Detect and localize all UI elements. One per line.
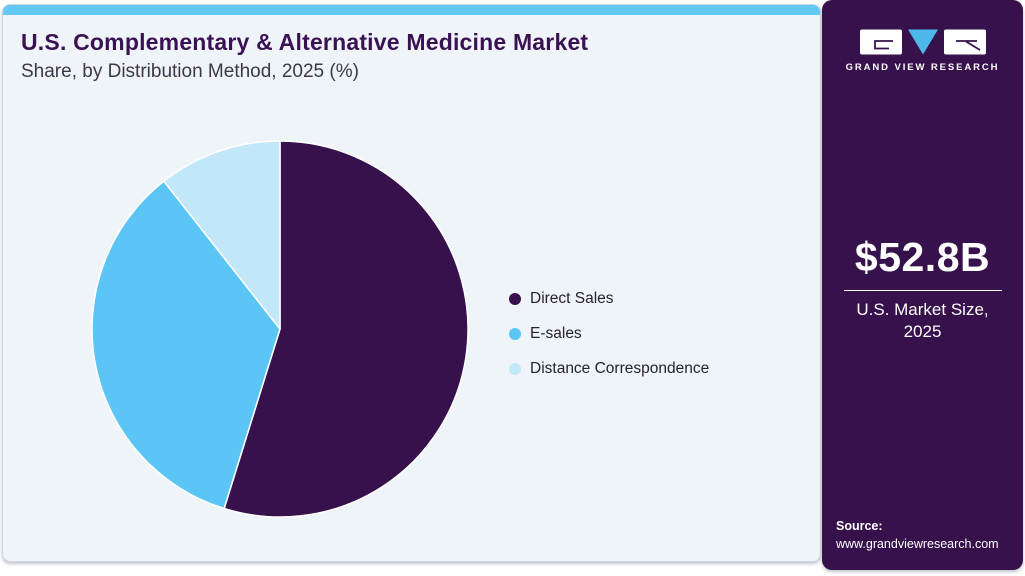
gvr-logo-icon — [859, 29, 986, 55]
chart-card: U.S. Complementary & Alternative Medicin… — [2, 4, 821, 562]
legend-label-distance-correspondence: Distance Correspondence — [530, 360, 710, 377]
market-size-block: $52.8B U.S. Market Size, 2025 — [822, 234, 1023, 344]
source-block: Source: www.grandviewresearch.com — [836, 518, 999, 553]
pie-slice-direct-sales — [223, 140, 469, 518]
legend-label-direct-sales: Direct Sales — [530, 290, 614, 307]
market-size-label: U.S. Market Size, 2025 — [856, 300, 989, 342]
legend: Direct Sales E-sales Distance Correspond… — [509, 290, 709, 378]
legend-item-direct-sales: Direct Sales — [509, 290, 709, 308]
pie-chart — [90, 139, 470, 519]
pie-slice-e-sales — [91, 180, 281, 510]
source-url: www.grandviewresearch.com — [836, 536, 999, 551]
legend-item-e-sales: E-sales — [509, 325, 709, 343]
legend-swatch-e-sales-icon — [509, 328, 521, 340]
pie-slice-distance-correspondence — [163, 140, 281, 330]
divider — [843, 290, 1002, 291]
legend-label-e-sales: E-sales — [530, 325, 582, 342]
brand-name: GRAND VIEW RESEARCH — [845, 62, 1000, 73]
accent-bar — [3, 5, 820, 15]
chart-title: U.S. Complementary & Alternative Medicin… — [21, 29, 589, 55]
sidebar: GRAND VIEW RESEARCH $52.8B U.S. Market S… — [822, 0, 1023, 570]
gvr-logo: GRAND VIEW RESEARCH — [822, 29, 1023, 73]
pie-chart-svg — [91, 140, 469, 518]
market-size-value: $52.8B — [854, 234, 991, 280]
legend-item-distance-correspondence: Distance Correspondence — [509, 360, 709, 378]
legend-swatch-direct-sales-icon — [509, 293, 521, 305]
source-label: Source: — [836, 519, 883, 533]
chart-subtitle: Share, by Distribution Method, 2025 (%) — [21, 61, 359, 82]
legend-swatch-distance-correspondence-icon — [509, 363, 521, 375]
